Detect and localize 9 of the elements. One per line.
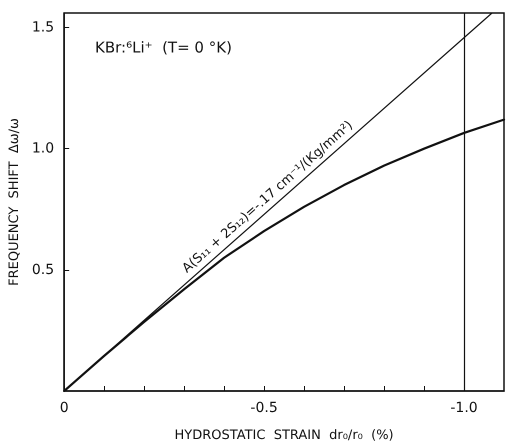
- y-tick-label: 1.0: [32, 140, 54, 157]
- annotation: KBr:⁶Li⁺ (T= 0 °K): [95, 38, 232, 56]
- x-axis-title: HYDROSTATIC STRAIN dr₀/r₀ (%): [174, 428, 394, 443]
- y-axis-title: FREQUENCY SHIFT Δω/ω: [7, 118, 22, 286]
- x-tick-label: 0: [60, 400, 69, 416]
- x-tick-label: -1.0: [450, 400, 478, 416]
- y-tick-label: 0.5: [32, 262, 54, 278]
- x-tick-label: -0.5: [250, 400, 278, 416]
- y-tick-label: 1.5: [32, 20, 54, 36]
